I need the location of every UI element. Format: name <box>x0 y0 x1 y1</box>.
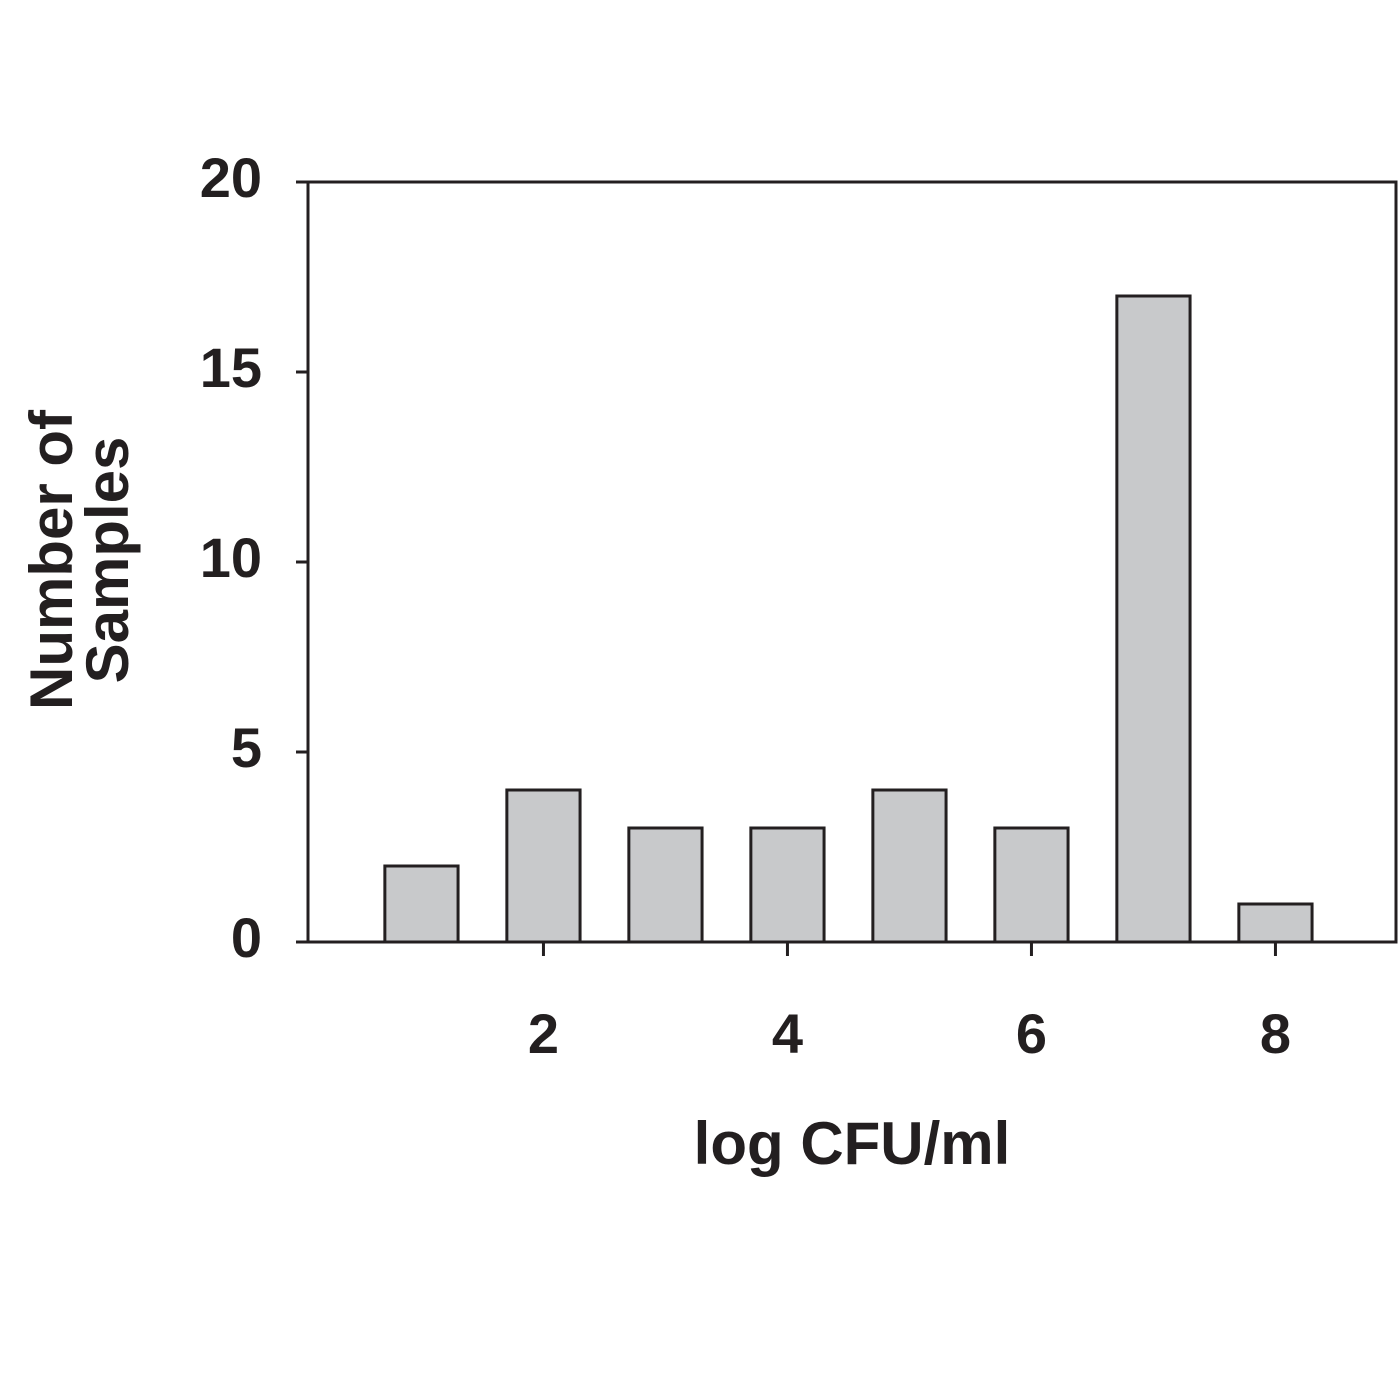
bar <box>383 864 460 944</box>
y-tick-label: 5 <box>231 716 262 779</box>
x-tick-label: 2 <box>528 1002 559 1065</box>
y-tick-label: 0 <box>231 906 262 969</box>
bar <box>993 826 1070 944</box>
y-axis-title-line: Samples <box>74 437 141 684</box>
x-tick-label: 8 <box>1260 1002 1291 1065</box>
x-axis-title: log CFU/ml <box>694 1110 1011 1177</box>
bar <box>627 826 704 944</box>
bar <box>871 788 948 944</box>
bar <box>1237 902 1314 944</box>
y-axis-title: Number of Samples <box>18 409 141 710</box>
y-tick-label: 10 <box>200 526 262 589</box>
bar <box>1115 294 1192 944</box>
bar <box>505 788 582 944</box>
y-tick-label: 15 <box>200 336 262 399</box>
y-tick-label: 20 <box>200 146 262 209</box>
bar <box>749 826 826 944</box>
y-axis-title-line: Number of <box>18 409 85 710</box>
x-tick-label: 4 <box>772 1002 803 1065</box>
plot-frame <box>306 180 1398 944</box>
x-tick-label: 6 <box>1016 1002 1047 1065</box>
